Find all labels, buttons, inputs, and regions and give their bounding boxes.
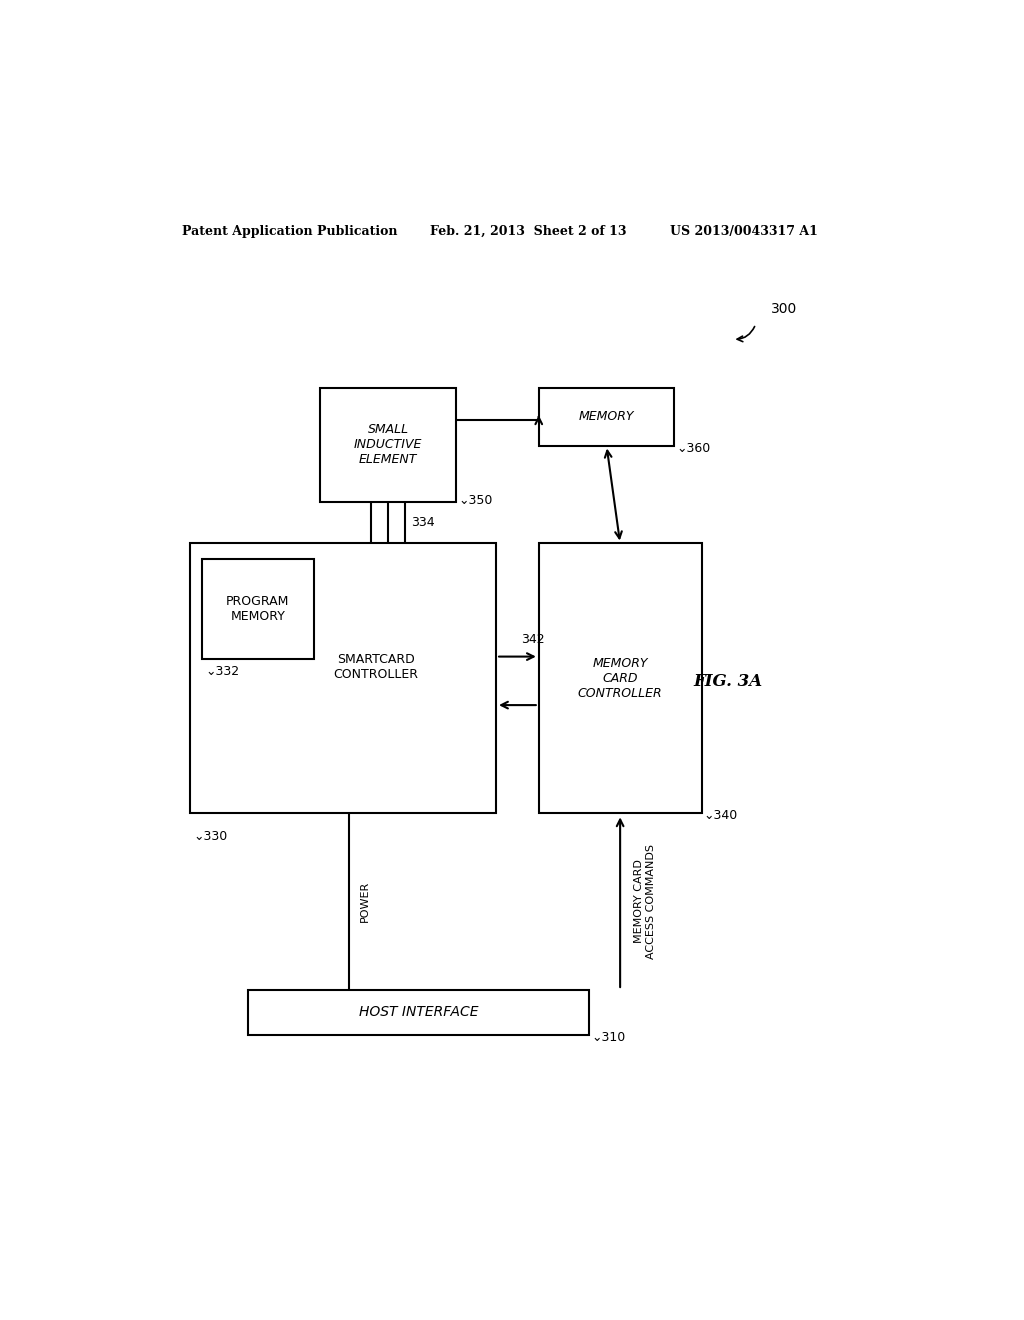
Text: HOST INTERFACE: HOST INTERFACE bbox=[358, 1006, 478, 1019]
Text: MEMORY CARD
ACCESS COMMANDS: MEMORY CARD ACCESS COMMANDS bbox=[634, 843, 655, 958]
Text: US 2013/0043317 A1: US 2013/0043317 A1 bbox=[671, 224, 818, 238]
Text: 300: 300 bbox=[771, 301, 798, 315]
Text: Feb. 21, 2013  Sheet 2 of 13: Feb. 21, 2013 Sheet 2 of 13 bbox=[430, 224, 627, 238]
Text: ⌄340: ⌄340 bbox=[703, 809, 738, 822]
Bar bbox=[190, 544, 496, 813]
Text: MEMORY: MEMORY bbox=[579, 411, 634, 424]
Text: ⌄332: ⌄332 bbox=[206, 665, 240, 678]
Text: 342: 342 bbox=[521, 634, 545, 647]
Bar bbox=[539, 544, 701, 813]
Text: FIG. 3A: FIG. 3A bbox=[693, 673, 763, 690]
Bar bbox=[248, 990, 589, 1035]
Text: ⌄310: ⌄310 bbox=[592, 1031, 626, 1044]
Bar bbox=[321, 388, 456, 502]
Text: 334: 334 bbox=[412, 516, 435, 529]
FancyArrowPatch shape bbox=[737, 326, 755, 342]
Text: ⌄360: ⌄360 bbox=[677, 442, 711, 455]
Text: SMARTCARD
CONTROLLER: SMARTCARD CONTROLLER bbox=[334, 652, 419, 681]
Text: ⌄330: ⌄330 bbox=[194, 830, 228, 843]
Bar bbox=[202, 558, 314, 659]
Text: ⌄350: ⌄350 bbox=[458, 494, 493, 507]
Bar bbox=[539, 388, 675, 446]
Text: Patent Application Publication: Patent Application Publication bbox=[182, 224, 397, 238]
Text: POWER: POWER bbox=[360, 880, 370, 923]
Text: PROGRAM
MEMORY: PROGRAM MEMORY bbox=[226, 595, 290, 623]
Text: SMALL
INDUCTIVE
ELEMENT: SMALL INDUCTIVE ELEMENT bbox=[354, 424, 422, 466]
Text: MEMORY
CARD
CONTROLLER: MEMORY CARD CONTROLLER bbox=[578, 656, 663, 700]
